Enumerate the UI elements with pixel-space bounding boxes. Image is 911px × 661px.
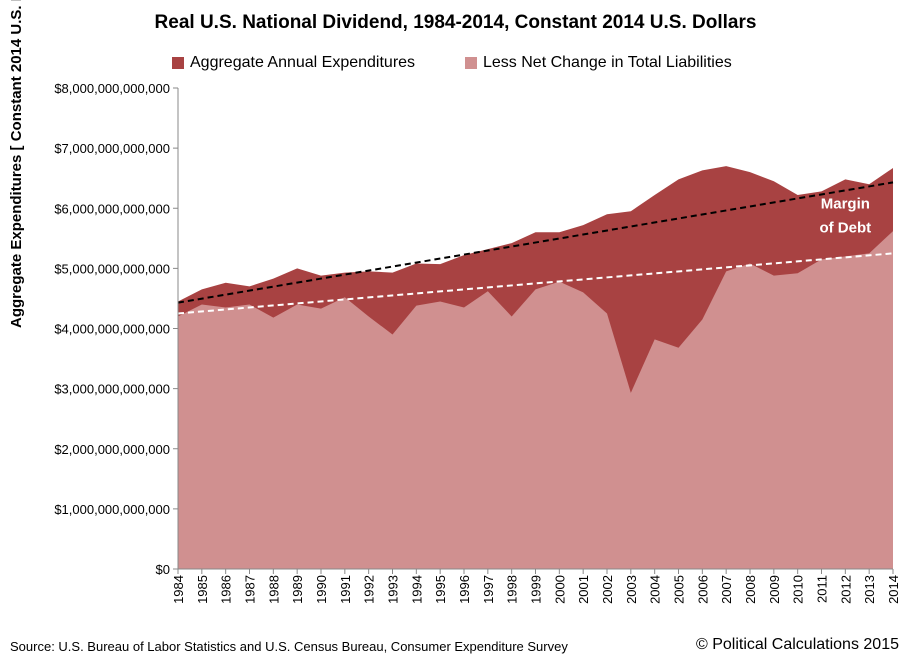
- x-tick-label: 2004: [648, 575, 663, 604]
- y-tick-label: $4,000,000,000,000: [54, 322, 170, 337]
- x-tick-label: 1995: [433, 575, 448, 604]
- x-tick-label: 1993: [386, 575, 401, 604]
- x-tick-label: 1988: [266, 575, 281, 604]
- x-tick-label: 1997: [481, 575, 496, 604]
- x-tick-label: 2008: [743, 575, 758, 604]
- y-tick-label: $6,000,000,000,000: [54, 201, 170, 216]
- x-tick-label: 1996: [457, 575, 472, 604]
- source-note: Source: U.S. Bureau of Labor Statistics …: [10, 639, 568, 654]
- x-tick-label: 2014: [886, 575, 901, 604]
- copyright-note: © Political Calculations 2015: [695, 636, 899, 653]
- x-tick-label: 1987: [243, 575, 258, 604]
- x-tick-label: 1984: [171, 575, 186, 604]
- x-tick-label: 2009: [767, 575, 782, 604]
- x-tick-label: 2006: [695, 575, 710, 604]
- y-tick-label: $7,000,000,000,000: [54, 141, 170, 156]
- x-tick-label: 1998: [505, 575, 520, 604]
- x-tick-label: 1986: [219, 575, 234, 604]
- x-tick-label: 2005: [672, 575, 687, 604]
- x-tick-label: 2010: [791, 575, 806, 604]
- y-tick-label: $8,000,000,000,000: [54, 81, 170, 96]
- chart-title: Real U.S. National Dividend, 1984-2014, …: [154, 12, 757, 33]
- y-tick-label: $2,000,000,000,000: [54, 442, 170, 457]
- x-tick-label: 1989: [290, 575, 305, 604]
- annotation-of-debt: of Debt: [819, 219, 871, 236]
- x-tick-label: 2001: [576, 575, 591, 604]
- legend-item-aggregate: Aggregate Annual Expenditures: [172, 54, 415, 72]
- legend-label-less-liabilities: Less Net Change in Total Liabilities: [483, 54, 732, 71]
- y-tick-label: $1,000,000,000,000: [54, 502, 170, 517]
- area-less-net-change-liabilities: [178, 231, 893, 569]
- x-tick-label: 2003: [624, 575, 639, 604]
- x-tick-label: 2007: [719, 575, 734, 604]
- legend-item-less-liabilities: Less Net Change in Total Liabilities: [465, 54, 732, 72]
- x-tick-label: 1990: [314, 575, 329, 604]
- legend-swatch-aggregate: [172, 57, 184, 69]
- legend-label-aggregate: Aggregate Annual Expenditures: [190, 54, 416, 71]
- x-tick-label: 1992: [362, 575, 377, 604]
- x-tick-label: 2002: [600, 575, 615, 604]
- y-tick-label: $0: [156, 562, 170, 577]
- y-tick-label: $5,000,000,000,000: [54, 261, 170, 276]
- x-tick-label: 2012: [838, 575, 853, 604]
- annotation-margin: Margin: [821, 195, 870, 212]
- y-tick-label: $3,000,000,000,000: [54, 382, 170, 397]
- trendline-aggregate: [177, 181, 894, 304]
- legend-swatch-less-liabilities: [465, 57, 477, 69]
- x-tick-label: 1999: [529, 575, 544, 604]
- x-tick-label: 2013: [862, 575, 877, 604]
- x-tick-label: 1991: [338, 575, 353, 604]
- x-tick-label: 1994: [409, 575, 424, 604]
- legend: Aggregate Annual Expenditures Less Net C…: [0, 54, 911, 74]
- x-tick-label: 2011: [815, 575, 830, 603]
- x-tick-label: 1985: [195, 575, 210, 604]
- x-tick-label: 2000: [552, 575, 567, 604]
